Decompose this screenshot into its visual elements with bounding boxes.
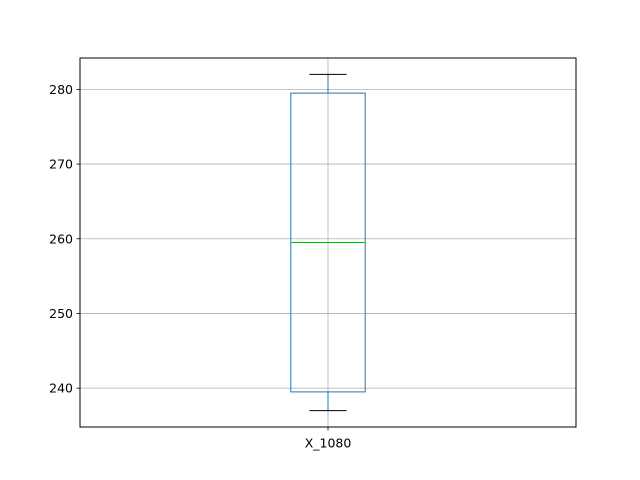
- y-tick-label: 280: [49, 82, 73, 97]
- x-axis-ticks: X_1080: [305, 427, 352, 451]
- y-axis-ticks: 240 250 260 270 280: [49, 82, 80, 396]
- y-tick-label: 250: [49, 306, 73, 321]
- y-tick-label: 240: [49, 381, 73, 396]
- y-tick-label: 270: [49, 157, 73, 172]
- boxes: [290, 73, 366, 412]
- y-tick-label: 260: [49, 231, 73, 246]
- x-tick-label: X_1080: [305, 436, 352, 451]
- plot-frame: [79, 57, 577, 428]
- box-group: [290, 73, 366, 412]
